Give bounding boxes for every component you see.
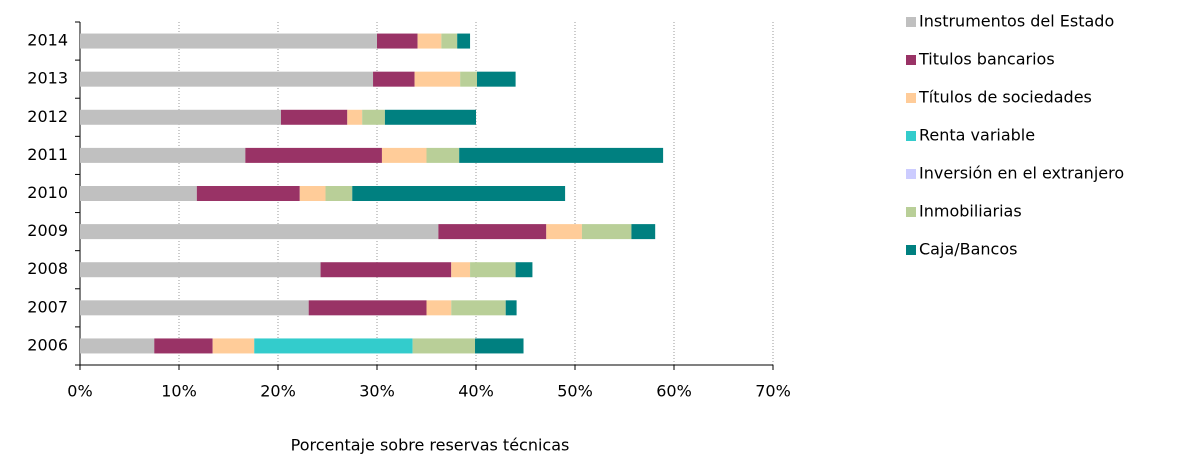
legend-label: Inversión en el extranjero xyxy=(919,164,1124,183)
x-tick-label: 70% xyxy=(755,382,791,401)
bar-segment xyxy=(377,33,418,49)
y-tick-label: 2007 xyxy=(27,297,68,316)
y-tick-label: 2010 xyxy=(27,183,68,202)
bar-segment xyxy=(80,147,246,163)
bar-segment xyxy=(412,338,476,354)
legend-swatch xyxy=(906,17,916,27)
bar-segment xyxy=(546,224,582,240)
bar-segment xyxy=(505,300,517,316)
bar-segment xyxy=(457,33,471,49)
y-tick-label: 2008 xyxy=(27,259,68,278)
bar-segment xyxy=(438,224,547,240)
legend-label: Titulos bancarios xyxy=(918,50,1055,69)
bar-segment xyxy=(451,262,471,278)
bar-segment xyxy=(631,224,656,240)
bar-segment xyxy=(80,186,197,201)
bar-segment xyxy=(414,71,461,87)
legend-label: Inmobiliarias xyxy=(919,202,1022,221)
y-tick-label: 2013 xyxy=(27,69,68,88)
bar-segment xyxy=(352,186,566,201)
legend-label: Caja/Bancos xyxy=(919,240,1017,259)
bar-segment xyxy=(476,71,516,87)
x-tick-label: 60% xyxy=(656,382,692,401)
bar-segment xyxy=(212,338,255,354)
x-tick-label: 20% xyxy=(260,382,296,401)
bar-segment xyxy=(581,224,632,240)
y-tick-label: 2009 xyxy=(27,221,68,240)
x-axis-title: Porcentaje sobre reservas técnicas xyxy=(291,436,570,455)
bar-segment xyxy=(80,109,281,125)
bar-segment xyxy=(381,147,427,163)
bar-segment xyxy=(254,338,413,354)
bar-segment xyxy=(80,338,155,354)
legend-label: Títulos de sociedades xyxy=(918,88,1092,107)
legend-swatch xyxy=(906,131,916,141)
bar-segment xyxy=(80,300,309,316)
bar-segment xyxy=(325,186,353,201)
bar-segment xyxy=(373,71,415,87)
y-tick-label: 2014 xyxy=(27,31,68,50)
y-tick-label: 2006 xyxy=(27,335,68,354)
bar-segment xyxy=(347,109,363,125)
x-tick-label: 0% xyxy=(67,382,92,401)
legend-label: Renta variable xyxy=(919,126,1035,145)
bar-segment xyxy=(451,300,506,316)
bar-segment xyxy=(245,147,382,163)
bar-segment xyxy=(80,262,321,278)
bar-segment xyxy=(80,71,374,87)
legend-swatch xyxy=(906,245,916,255)
bar-segment xyxy=(308,300,427,316)
bar-segment xyxy=(475,338,524,354)
bar-segment xyxy=(384,109,476,125)
legend-swatch xyxy=(906,93,916,103)
legend-swatch xyxy=(906,55,916,65)
legend-swatch xyxy=(906,169,916,179)
bar-segment xyxy=(515,262,533,278)
bar-segment xyxy=(299,186,326,201)
y-tick-label: 2012 xyxy=(27,107,68,126)
x-tick-label: 30% xyxy=(359,382,395,401)
bar-segment xyxy=(441,33,458,49)
bar-segment xyxy=(362,109,385,125)
bar-segment xyxy=(426,147,460,163)
bar-segment xyxy=(417,33,442,49)
bar-segment xyxy=(320,262,452,278)
bar-segment xyxy=(80,33,377,49)
y-tick-label: 2011 xyxy=(27,145,68,164)
bar-segment xyxy=(426,300,452,316)
bar-segment xyxy=(280,109,348,125)
bar-segment xyxy=(470,262,516,278)
bar-segment xyxy=(80,224,439,240)
x-tick-label: 10% xyxy=(161,382,197,401)
legend-swatch xyxy=(906,207,916,217)
x-tick-label: 50% xyxy=(557,382,593,401)
legend-label: Instrumentos del Estado xyxy=(919,12,1114,31)
bar-segment xyxy=(154,338,213,354)
bar-segment xyxy=(196,186,300,201)
bar-segment xyxy=(460,71,477,87)
bar-segment xyxy=(459,147,664,163)
x-tick-label: 40% xyxy=(458,382,494,401)
